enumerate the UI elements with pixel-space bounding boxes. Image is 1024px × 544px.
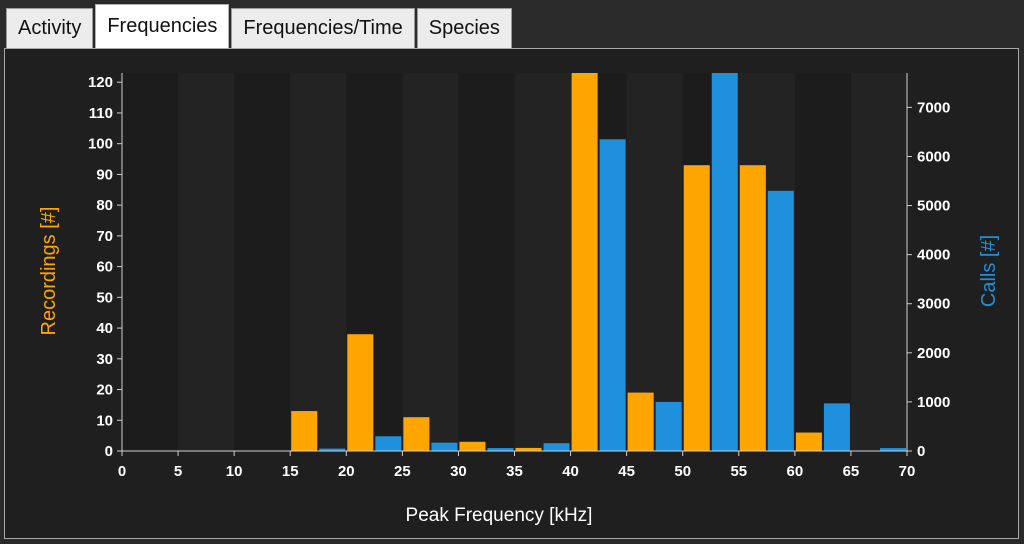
y-left-tick-label: 30 — [96, 351, 113, 368]
calls-bar — [487, 448, 514, 451]
recordings-bar — [291, 411, 318, 451]
background-band — [122, 73, 179, 451]
y-right-tick-label: 3000 — [917, 296, 950, 313]
chart-panel: 0 10 20 30 40 50 60 70 80 90 100 110 120 0 1000 2000 300… — [4, 48, 1019, 539]
background-band — [850, 73, 907, 451]
x-tick-label: 35 — [506, 463, 523, 480]
x-tick-label: 30 — [450, 463, 467, 480]
calls-bar — [655, 401, 682, 451]
tab-label: Frequencies — [107, 15, 218, 37]
background-band — [402, 73, 459, 451]
y-right-tick-label: 0 — [917, 443, 925, 460]
y-left-tick-label: 110 — [89, 105, 113, 122]
background-band — [626, 73, 683, 451]
x-axis-label: Peak Frequency [kHz] — [406, 505, 593, 526]
calls-bar — [431, 442, 458, 451]
x-tick-label: 5 — [174, 463, 182, 480]
tab-species[interactable]: Species — [416, 8, 512, 48]
tab-label: Activity — [18, 17, 82, 39]
y-left-tick-label: 60 — [96, 259, 113, 276]
y-left-tick-label: 0 — [105, 443, 113, 460]
x-tick-label: 0 — [118, 463, 126, 480]
background-band — [514, 73, 571, 451]
y-left-tick-label: 80 — [96, 197, 113, 214]
y-right-tick-label: 6000 — [917, 148, 950, 165]
x-tick-label: 20 — [338, 463, 355, 480]
y-left-tick-label: 70 — [96, 228, 113, 245]
y-left-tick-label: 20 — [96, 382, 113, 399]
recordings-bar — [683, 165, 710, 451]
calls-bar — [375, 436, 402, 451]
y-left-tick-label: 10 — [96, 412, 113, 429]
recordings-bar — [571, 73, 598, 451]
calls-bar — [879, 448, 906, 451]
calls-bar — [599, 139, 626, 451]
x-tick-label: 40 — [562, 463, 579, 480]
background-band — [178, 73, 235, 451]
x-tick-label: 70 — [899, 463, 916, 480]
y-right-tick-label: 7000 — [917, 99, 950, 116]
tab-frequencies-time[interactable]: Frequencies/Time — [231, 8, 415, 48]
y-left-tick-label: 40 — [96, 320, 113, 337]
background-band — [458, 73, 515, 451]
recordings-bar — [627, 392, 654, 451]
recordings-bar — [347, 334, 374, 451]
peak-frequency-chart: 0102030405060708090100110120010002000300… — [38, 73, 1000, 526]
recordings-bar — [515, 447, 542, 451]
x-tick-label: 45 — [618, 463, 635, 480]
y-right-tick-label: 1000 — [917, 394, 950, 411]
calls-bar — [543, 443, 570, 451]
background-band — [290, 73, 347, 451]
y-right-tick-label: 5000 — [917, 198, 950, 215]
y-right-tick-label: 2000 — [917, 345, 950, 362]
calls-bar — [767, 190, 794, 451]
calls-bar — [319, 448, 346, 451]
x-tick-label: 15 — [282, 463, 299, 480]
x-tick-label: 25 — [394, 463, 411, 480]
background-band — [234, 73, 291, 451]
calls-bar — [823, 403, 850, 451]
recordings-bar — [459, 441, 486, 451]
tab-activity[interactable]: Activity — [6, 8, 94, 48]
tab-frequencies[interactable]: Frequencies — [95, 4, 230, 48]
y-right-tick-label: 4000 — [917, 247, 950, 264]
recordings-bar — [403, 417, 430, 451]
y-left-tick-label: 90 — [96, 166, 113, 183]
y-left-tick-label: 120 — [88, 74, 113, 91]
tab-strip: Activity Frequencies Frequencies/Time Sp… — [6, 4, 514, 48]
x-tick-label: 65 — [843, 463, 860, 480]
x-tick-label: 60 — [787, 463, 804, 480]
tab-label: Species — [428, 17, 500, 39]
y-left-tick-label: 50 — [96, 289, 113, 306]
recordings-bar — [795, 432, 822, 451]
y-left-tick-label: 100 — [88, 136, 113, 153]
x-tick-label: 55 — [730, 463, 747, 480]
y-left-axis-label: Recordings [#] — [38, 207, 60, 336]
y-right-axis-label: Calls [#] — [978, 235, 1000, 307]
x-tick-label: 10 — [226, 463, 243, 480]
x-tick-label: 50 — [674, 463, 691, 480]
background-band — [794, 73, 851, 451]
recordings-bar — [739, 165, 766, 451]
calls-bar — [711, 73, 738, 451]
tab-label: Frequencies/Time — [243, 17, 403, 39]
